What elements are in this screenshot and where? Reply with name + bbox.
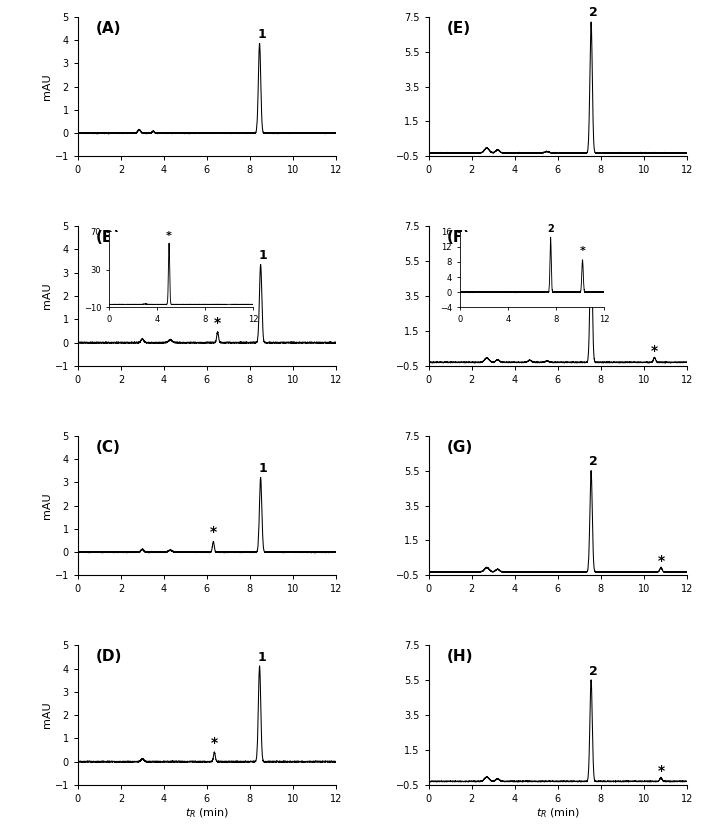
Text: (D): (D) [96, 650, 122, 665]
Text: *: * [658, 764, 665, 778]
Text: *: * [211, 736, 218, 750]
Text: (E): (E) [447, 21, 471, 36]
Text: 2: 2 [589, 665, 598, 677]
Text: 1: 1 [258, 250, 267, 262]
Text: (G): (G) [447, 440, 473, 455]
Text: 1: 1 [257, 650, 266, 664]
Y-axis label: mAU: mAU [42, 283, 52, 309]
X-axis label: $t_R$ (min): $t_R$ (min) [185, 807, 229, 820]
Text: (F): (F) [447, 230, 471, 245]
Text: 2: 2 [589, 455, 598, 468]
Text: 1: 1 [258, 463, 267, 475]
Text: *: * [658, 554, 665, 568]
Text: *: * [214, 316, 221, 330]
Text: (A): (A) [96, 21, 122, 36]
Text: (H): (H) [447, 650, 474, 665]
Text: 2: 2 [589, 233, 598, 246]
Text: *: * [651, 344, 658, 358]
Text: (C): (C) [96, 440, 121, 455]
Y-axis label: mAU: mAU [42, 73, 52, 100]
X-axis label: $t_R$ (min): $t_R$ (min) [535, 807, 580, 820]
Text: 1: 1 [257, 28, 266, 41]
Text: (B): (B) [96, 230, 121, 245]
Y-axis label: mAU: mAU [42, 493, 52, 519]
Text: *: * [210, 525, 217, 539]
Text: 2: 2 [589, 7, 598, 19]
Y-axis label: mAU: mAU [42, 701, 52, 728]
